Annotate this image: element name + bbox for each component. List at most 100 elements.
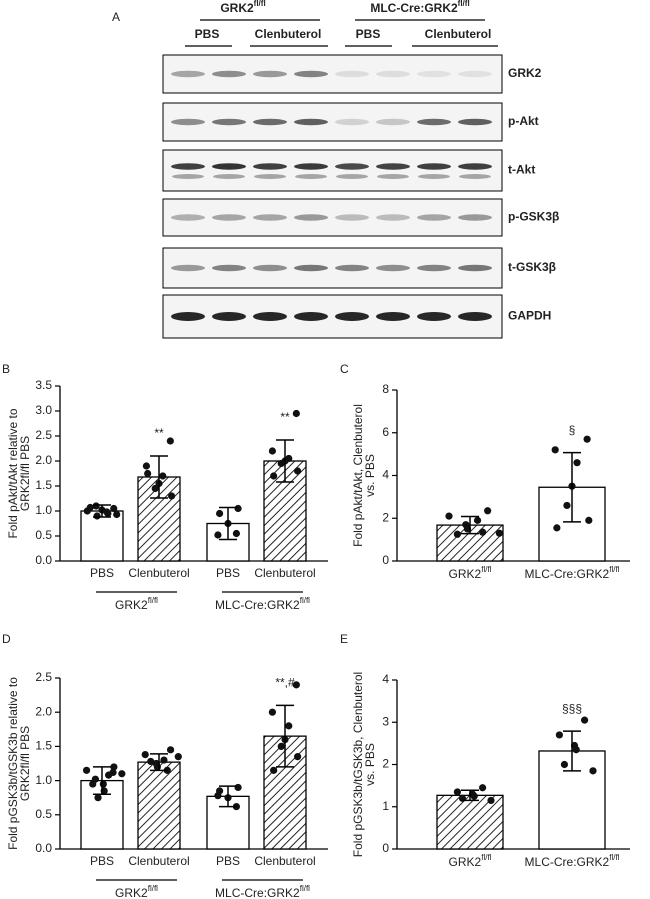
group-label-base: GRK2 [115,886,148,899]
group-label-sup: fl/fl [148,596,158,605]
blot-lane-label: PBS [356,27,381,41]
data-point [168,492,176,500]
y-tick-label: 2.5 [35,428,52,442]
y-tick-label: 3.5 [35,378,52,392]
x-tick-label-sup: fl/fl [481,853,491,862]
data-point [583,435,591,443]
data-point [484,507,492,515]
data-point [94,794,102,802]
blot-band [253,214,287,221]
y-axis-label: vs. PBS [363,743,377,786]
blot-band [458,163,492,170]
blot-band [212,163,246,170]
x-tick-label: Clenbuterol [128,566,189,580]
blot-band [376,264,410,272]
blot-band [335,70,369,78]
significance-label: ** [154,426,164,440]
x-tick-label: MLC-Cre:GRK2fl/fl [525,853,620,869]
data-point [86,503,94,512]
x-tick-label: Clenbuterol [254,854,315,868]
blot-band [376,118,410,126]
group-label-base: MLC-Cre:GRK2 [215,886,300,899]
group-label-base: GRK2 [115,598,148,612]
data-point [216,509,224,518]
y-tick-label: 2 [382,510,389,524]
y-tick-label: 0.5 [35,528,52,542]
panel-letter: E [340,632,348,646]
blot-band [212,264,246,272]
y-tick-label: 3.0 [35,403,52,417]
significance-label: § [569,423,576,437]
y-tick-label: 4 [382,672,389,686]
data-point [214,792,222,800]
data-point [294,753,302,761]
data-point [151,484,159,493]
data-point [153,763,161,771]
blot-band [417,163,451,170]
data-point [487,796,495,805]
blot-lane-label: Clenbuterol [425,27,492,41]
data-point [270,472,278,480]
x-tick-label-sup: fl/fl [481,565,491,574]
group-label: MLC-Cre:GRK2fl/fl [215,884,310,899]
blot-band [171,214,205,221]
blot-band [458,118,492,126]
data-point [479,528,487,536]
data-point [453,788,461,796]
data-point [232,529,240,538]
blot-band [212,312,246,321]
data-point [445,512,453,520]
data-point [89,780,97,788]
blot-band [376,163,410,170]
x-tick-label: GRK2fl/fl [449,565,492,581]
data-point [581,716,589,724]
y-tick-label: 2 [382,757,389,771]
y-axis-label: Fold pGSK3b/tGSK3b, Clenbuterol [351,672,365,857]
data-point [234,504,242,513]
group-label-sup: fl/fl [148,884,158,893]
blot-band [294,70,328,78]
blot-group-label-sup: fl/fl [254,0,266,8]
data-point [118,770,126,778]
blot-band [171,70,205,78]
blot-band [171,118,205,126]
blot-protein-label: GAPDH [508,309,551,323]
x-tick-label: PBS [90,854,114,868]
data-point [277,742,285,751]
data-point [470,792,478,800]
data-point [141,751,149,759]
group-label-sup: fl/fl [300,596,310,605]
blot-band [458,312,492,321]
y-tick-label: 0.0 [35,553,52,567]
x-tick-label: MLC-Cre:GRK2fl/fl [525,565,620,581]
y-tick-label: 2.5 [35,670,52,684]
data-point [142,462,150,470]
y-tick-label: 2.0 [35,704,52,718]
blot-protein-label: p-Akt [508,114,539,128]
blot-band [459,174,491,179]
blot-protein-label: p-GSK3β [508,210,559,224]
blot-band [335,264,369,272]
blot-band [294,312,328,321]
y-tick-label: 1.0 [35,773,52,787]
blot-band [376,312,410,321]
y-tick-label: 1.5 [35,739,52,753]
blot-band [335,163,369,170]
x-tick-label: PBS [90,566,114,580]
y-tick-label: 1.5 [35,478,52,492]
blot-band [171,163,205,170]
blot-protein-label: GRK2 [508,66,542,80]
group-label: GRK2fl/fl [115,596,158,612]
blot-group-label-base: MLC-Cre:GRK2 [370,1,458,15]
blot-protein-label: t-Akt [508,163,535,177]
data-point [147,757,155,766]
x-tick-label-base: GRK2 [449,567,482,581]
y-axis-label: vs. PBS [363,454,377,497]
data-point [166,746,175,754]
data-point [92,502,100,510]
data-point [294,467,302,475]
y-tick-label: 4 [382,468,389,482]
data-point [563,501,571,510]
y-axis-label: Fold pAkt/tAkt relative to [6,408,20,538]
